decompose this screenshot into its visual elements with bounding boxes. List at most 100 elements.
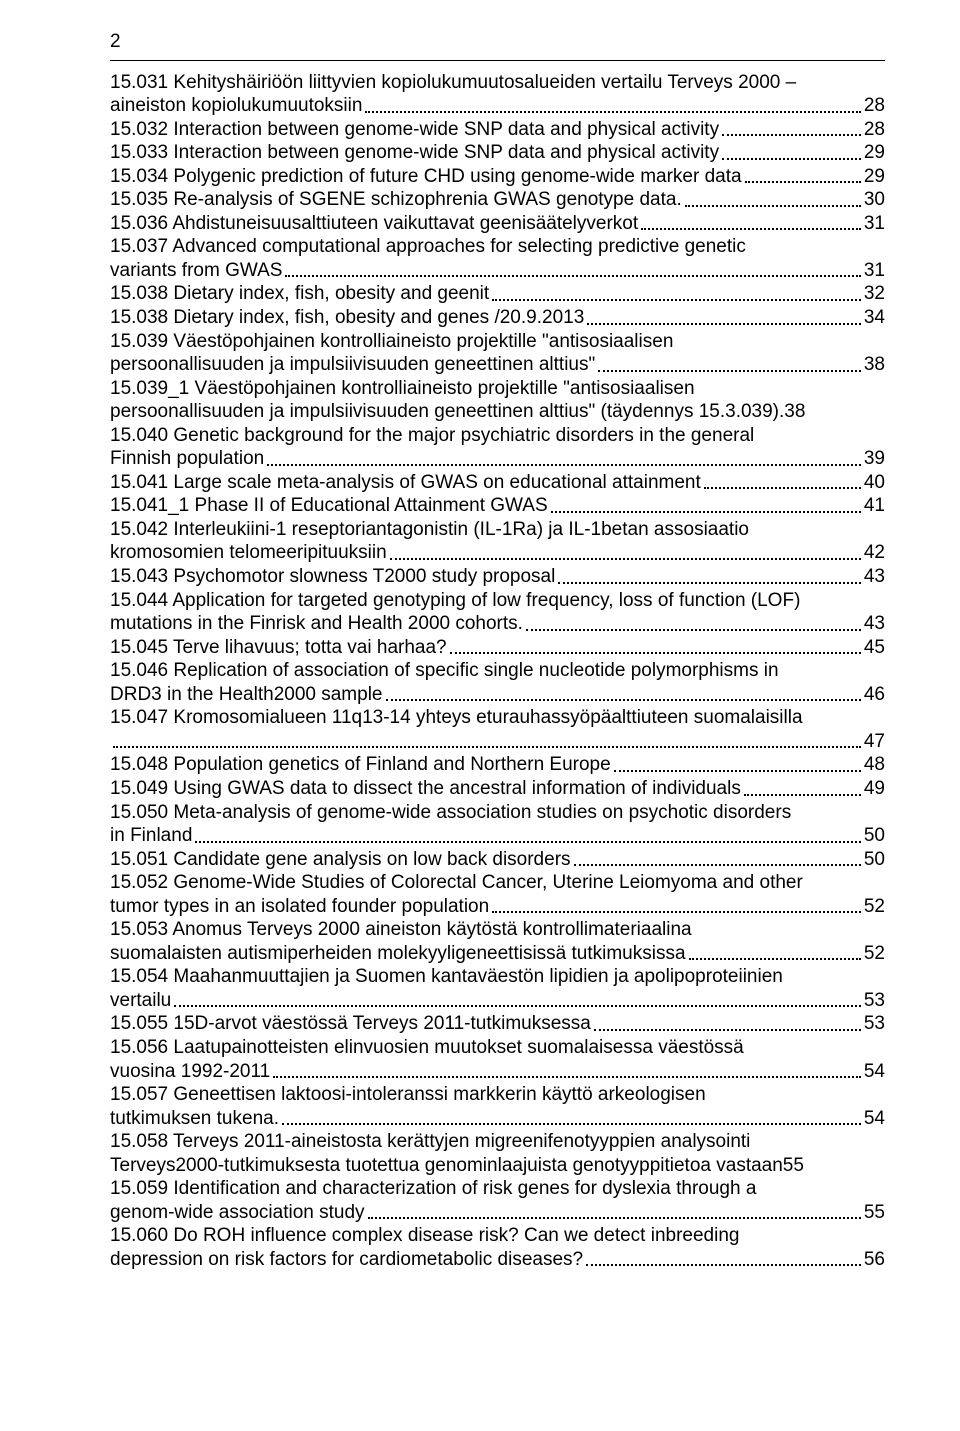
toc-entry: 15.047 Kromosomialueen 11q13-14 yhteys e… (110, 706, 885, 753)
toc-entry-page: 54 (864, 1107, 885, 1131)
toc-entry-row: variants from GWAS 31 (110, 259, 885, 283)
toc-entry-row: persoonallisuuden ja impulsiivisuuden ge… (110, 353, 885, 377)
toc-leader-dots (386, 684, 861, 701)
toc-leader-dots (641, 213, 861, 230)
toc-entry: 15.033 Interaction between genome-wide S… (110, 141, 885, 165)
toc-leader-dots (704, 472, 861, 489)
toc-entry-page: 30 (864, 188, 885, 212)
toc-entry-title-line: 15.057 Geneettisen laktoosi-intoleranssi… (110, 1083, 885, 1107)
toc-entry-page: 50 (864, 824, 885, 848)
toc-leader-dots (450, 637, 861, 654)
toc-entry-row: depression on risk factors for cardiomet… (110, 1248, 885, 1272)
toc-entry-row: vuosina 1992-201154 (110, 1060, 885, 1084)
toc-entry-page: 29 (864, 165, 885, 189)
toc-leader-dots (594, 1014, 861, 1031)
toc-entry-title: depression on risk factors for cardiomet… (110, 1248, 583, 1272)
toc-entry-title: suomalaisten autismiperheiden molekyylig… (110, 942, 686, 966)
toc-entry: 15.032 Interaction between genome-wide S… (110, 118, 885, 142)
toc-entry: 15.039_1 Väestöpohjainen kontrolliaineis… (110, 377, 885, 424)
toc-entry-title-line: 15.046 Replication of association of spe… (110, 659, 885, 683)
toc-entry-title: 15.038 Dietary index, fish, obesity and … (110, 306, 584, 330)
toc-leader-dots (282, 1108, 861, 1125)
toc-entry-title-line: 15.054 Maahanmuuttajien ja Suomen kantav… (110, 965, 885, 989)
toc-leader-dots (574, 849, 861, 866)
toc-entry: 15.046 Replication of association of spe… (110, 659, 885, 706)
toc-entry: 15.034 Polygenic prediction of future CH… (110, 165, 885, 189)
toc-entry-page: 52 (864, 895, 885, 919)
toc-entry-page: 43 (864, 612, 885, 636)
toc-entry-title-line: 15.052 Genome-Wide Studies of Colorectal… (110, 871, 885, 895)
toc-entry: 15.045 Terve lihavuus; totta vai harhaa?… (110, 636, 885, 660)
toc-entry-title-line: 15.047 Kromosomialueen 11q13-14 yhteys e… (110, 706, 885, 730)
toc-entry: 15.053 Anomus Terveys 2000 aineiston käy… (110, 918, 885, 965)
toc-leader-dots (285, 260, 860, 277)
toc-entry: 15.037 Advanced computational approaches… (110, 235, 885, 282)
toc-entry-page: 45 (864, 636, 885, 660)
toc-leader-dots (368, 1202, 861, 1219)
toc-entry-title-line: 15.039 Väestöpohjainen kontrolliaineisto… (110, 330, 885, 354)
toc-entry-row: mutations in the Finrisk and Health 2000… (110, 612, 885, 636)
toc-entry-page: 55 (864, 1201, 885, 1225)
toc-entry-page: 53 (864, 989, 885, 1013)
toc-entry-title: 15.035 Re-analysis of SGENE schizophreni… (110, 188, 682, 212)
toc-entry-title: 15.034 Polygenic prediction of future CH… (110, 165, 742, 189)
toc-entry: 15.051 Candidate gene analysis on low ba… (110, 848, 885, 872)
toc-entry-title-line: 15.058 Terveys 2011-aineistosta kerättyj… (110, 1130, 885, 1154)
toc-entry: 15.048 Population genetics of Finland an… (110, 753, 885, 777)
toc-entry: 15.055 15D-arvot väestössä Terveys 2011-… (110, 1012, 885, 1036)
toc-entry-title: 15.043 Psychomotor slowness T2000 study … (110, 565, 555, 589)
toc-entry-page: 50 (864, 848, 885, 872)
toc-entry-page: 28 (864, 94, 885, 118)
toc-entry-row: genom-wide association study55 (110, 1201, 885, 1225)
toc-entry: 15.049 Using GWAS data to dissect the an… (110, 777, 885, 801)
toc-entry-title: 15.045 Terve lihavuus; totta vai harhaa? (110, 636, 447, 660)
toc-entry-page: 31 (864, 212, 885, 236)
toc-leader-dots (492, 284, 861, 301)
toc-entry: 15.041 Large scale meta-analysis of GWAS… (110, 471, 885, 495)
toc-entry-page: 32 (864, 282, 885, 306)
toc-entry-row: Terveys2000-tutkimuksesta tuotettua geno… (110, 1154, 885, 1178)
toc-entry: 15.057 Geneettisen laktoosi-intoleranssi… (110, 1083, 885, 1130)
toc-entry-title: DRD3 in the Health2000 sample (110, 683, 383, 707)
toc-entry-title: vertailu (110, 989, 171, 1013)
toc-entry-title: 15.055 15D-arvot väestössä Terveys 2011-… (110, 1012, 591, 1036)
toc-entry: 15.042 Interleukiini-1 reseptoriantagoni… (110, 518, 885, 565)
toc-entry-title-line: 15.031 Kehityshäiriöön liittyvien kopiol… (110, 71, 885, 95)
toc-entry-row: persoonallisuuden ja impulsiivisuuden ge… (110, 400, 885, 424)
toc-entry-page: 31 (864, 259, 885, 283)
toc-entry-page: 46 (864, 683, 885, 707)
toc-leader-dots (267, 449, 861, 466)
toc-leader-dots (113, 731, 861, 748)
toc-leader-dots (587, 307, 861, 324)
toc-entry-row: DRD3 in the Health2000 sample 46 (110, 683, 885, 707)
toc-entry-title: mutations in the Finrisk and Health 2000… (110, 612, 523, 636)
toc-entry-page: 55 (783, 1154, 804, 1178)
toc-leader-dots (689, 943, 861, 960)
toc-entry-row: kromosomien telomeeripituuksiin42 (110, 541, 885, 565)
toc-leader-dots (551, 496, 861, 513)
toc-entry-title: persoonallisuuden ja impulsiivisuuden ge… (110, 400, 784, 424)
toc-entry: 15.031 Kehityshäiriöön liittyvien kopiol… (110, 71, 885, 118)
toc-entry-page: 40 (864, 471, 885, 495)
toc-entry-title-line: 15.060 Do ROH influence complex disease … (110, 1224, 885, 1248)
toc-entry-title: vuosina 1992-2011 (110, 1060, 270, 1084)
toc-entry: 15.040 Genetic background for the major … (110, 424, 885, 471)
toc-entry: 15.035 Re-analysis of SGENE schizophreni… (110, 188, 885, 212)
toc-entry-title-line: 15.059 Identification and characterizati… (110, 1177, 885, 1201)
toc-entry-row: tutkimuksen tukena. 54 (110, 1107, 885, 1131)
toc-entry-title: tutkimuksen tukena. (110, 1107, 279, 1131)
toc-entry-title: kromosomien telomeeripituuksiin (110, 541, 387, 565)
toc-leader-dots (586, 1249, 861, 1266)
toc-entry-title: variants from GWAS (110, 259, 282, 283)
toc-entry-row: vertailu 53 (110, 989, 885, 1013)
toc-leader-dots (598, 354, 861, 371)
toc-entry-title: 15.049 Using GWAS data to dissect the an… (110, 777, 741, 801)
toc-entry-title-line: 15.050 Meta-analysis of genome-wide asso… (110, 801, 885, 825)
toc-entry-title: 15.036 Ahdistuneisuusalttiuteen vaikutta… (110, 212, 638, 236)
toc-entry-page: 56 (864, 1248, 885, 1272)
toc-leader-dots (614, 755, 861, 772)
page-number: 2 (110, 30, 885, 54)
toc-entry-row: aineiston kopiolukumuutoksiin28 (110, 94, 885, 118)
toc-leader-dots (492, 896, 861, 913)
toc-entry-title-line: 15.040 Genetic background for the major … (110, 424, 885, 448)
